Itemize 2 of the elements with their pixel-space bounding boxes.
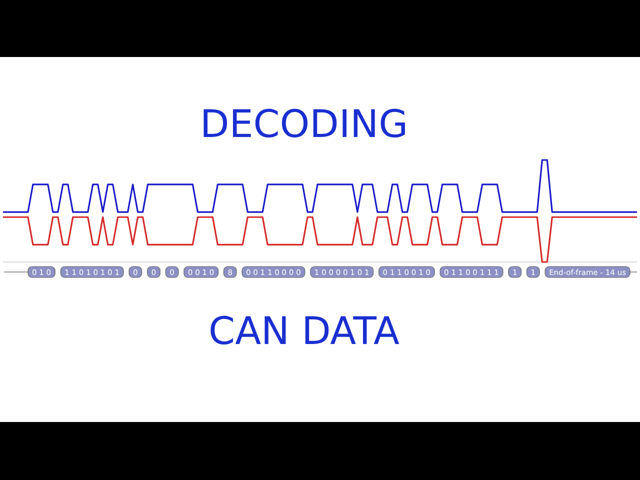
text: CAN DATA [208,309,400,353]
chart-title: DECODING [200,102,408,146]
